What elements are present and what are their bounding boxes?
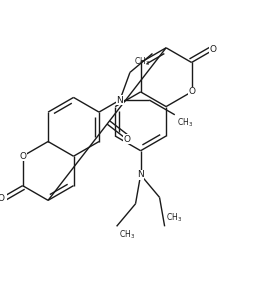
Text: CH$_3$: CH$_3$	[134, 55, 150, 68]
Text: O: O	[0, 194, 4, 203]
Text: CH$_3$: CH$_3$	[119, 228, 136, 241]
Text: N: N	[117, 96, 123, 104]
Text: O: O	[123, 135, 130, 144]
Text: O: O	[19, 152, 26, 161]
Text: N: N	[137, 170, 144, 179]
Text: CH$_3$: CH$_3$	[177, 117, 193, 129]
Text: O: O	[210, 45, 217, 55]
Text: CH$_3$: CH$_3$	[167, 212, 183, 224]
Text: O: O	[188, 87, 195, 96]
